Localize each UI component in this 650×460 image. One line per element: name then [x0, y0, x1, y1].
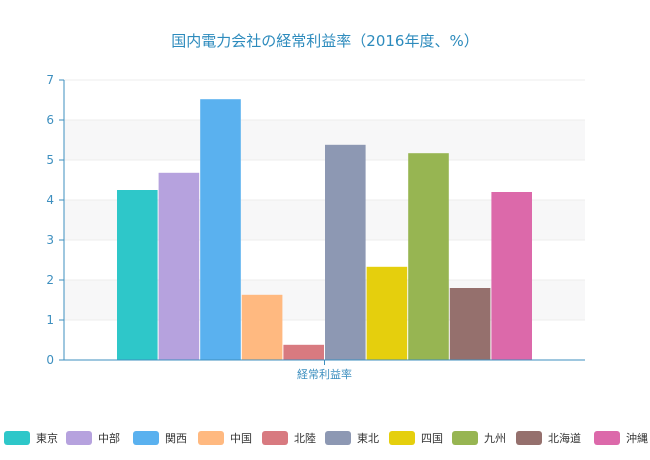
axis-layer: 0 1 2 3 4 5 6 7 経常利益率 [46, 73, 585, 381]
bar-7[interactable]: 四国: 2.33 [366, 266, 408, 360]
chart-canvas: 国内電力会社の経常利益率（2016年度、%） 東京: 4.25中部: 4.68関… [46, 32, 585, 381]
bars-layer: 東京: 4.25中部: 4.68関西: 6.52中国: 1.63北陸: 0.38… [117, 99, 532, 360]
legend-label: 中国 [230, 432, 252, 445]
bar-10[interactable]: 沖縄: 4.2 [491, 192, 532, 360]
legend-swatch [389, 431, 415, 445]
bar-3[interactable]: 関西: 6.52 [200, 99, 241, 360]
legend-swatch [516, 431, 542, 445]
bar-4[interactable]: 中国: 1.63 [241, 294, 283, 360]
bar-9[interactable]: 北海道: 1.8 [449, 288, 491, 360]
bar-5[interactable]: 北陸: 0.38 [283, 344, 324, 360]
x-tick-label: 経常利益率 [297, 367, 352, 381]
legend-item-6[interactable]: 東北 [325, 428, 379, 448]
legend-label: 中部 [98, 432, 120, 445]
bar-1[interactable]: 東京: 4.25 [117, 190, 158, 360]
legend-label: 北陸 [294, 432, 316, 445]
legend-item-2[interactable]: 中部 [66, 428, 120, 448]
legend-swatch [594, 431, 620, 445]
legend-label: 北海道 [548, 432, 581, 445]
legend-label: 四国 [421, 432, 443, 445]
legend-label: 関西 [165, 432, 187, 445]
y-tick-label: 4 [46, 193, 54, 207]
y-tick-label: 6 [46, 113, 54, 127]
bar-6[interactable]: 東北: 5.38 [325, 144, 366, 360]
y-tick-label: 2 [46, 273, 54, 287]
legend-swatch [325, 431, 351, 445]
legend-swatch [452, 431, 478, 445]
legend-label: 東京 [36, 432, 58, 445]
legend-swatch [4, 431, 30, 445]
chart-title: 国内電力会社の経常利益率（2016年度、%） [171, 32, 478, 50]
legend-label: 東北 [357, 432, 379, 445]
legend-item-3[interactable]: 関西 [133, 428, 187, 448]
legend-item-8[interactable]: 九州 [452, 428, 506, 448]
grid-band [64, 80, 585, 120]
bar-8[interactable]: 九州: 5.17 [408, 153, 449, 360]
bar-2[interactable]: 中部: 4.68 [158, 172, 200, 360]
legend-label: 九州 [484, 432, 506, 445]
legend-item-4[interactable]: 中国 [198, 428, 252, 448]
legend-item-5[interactable]: 北陸 [262, 428, 316, 448]
legend-item-1[interactable]: 東京 [4, 428, 58, 448]
legend-swatch [262, 431, 288, 445]
grid-band [64, 120, 585, 160]
legend: 東京 中部 関西 中国 北陸 東北 四国 九州 北海道 沖縄 [0, 428, 650, 448]
y-tick-label: 7 [46, 73, 54, 87]
y-tick-label: 0 [46, 353, 54, 367]
legend-swatch [133, 431, 159, 445]
legend-item-7[interactable]: 四国 [389, 428, 443, 448]
legend-item-10[interactable]: 沖縄 [594, 428, 648, 448]
legend-swatch [66, 431, 92, 445]
legend-swatch [198, 431, 224, 445]
y-tick-label: 5 [46, 153, 54, 167]
legend-item-9[interactable]: 北海道 [516, 428, 581, 448]
legend-label: 沖縄 [626, 432, 648, 445]
y-tick-label: 1 [46, 313, 54, 327]
y-tick-label: 3 [46, 233, 54, 247]
